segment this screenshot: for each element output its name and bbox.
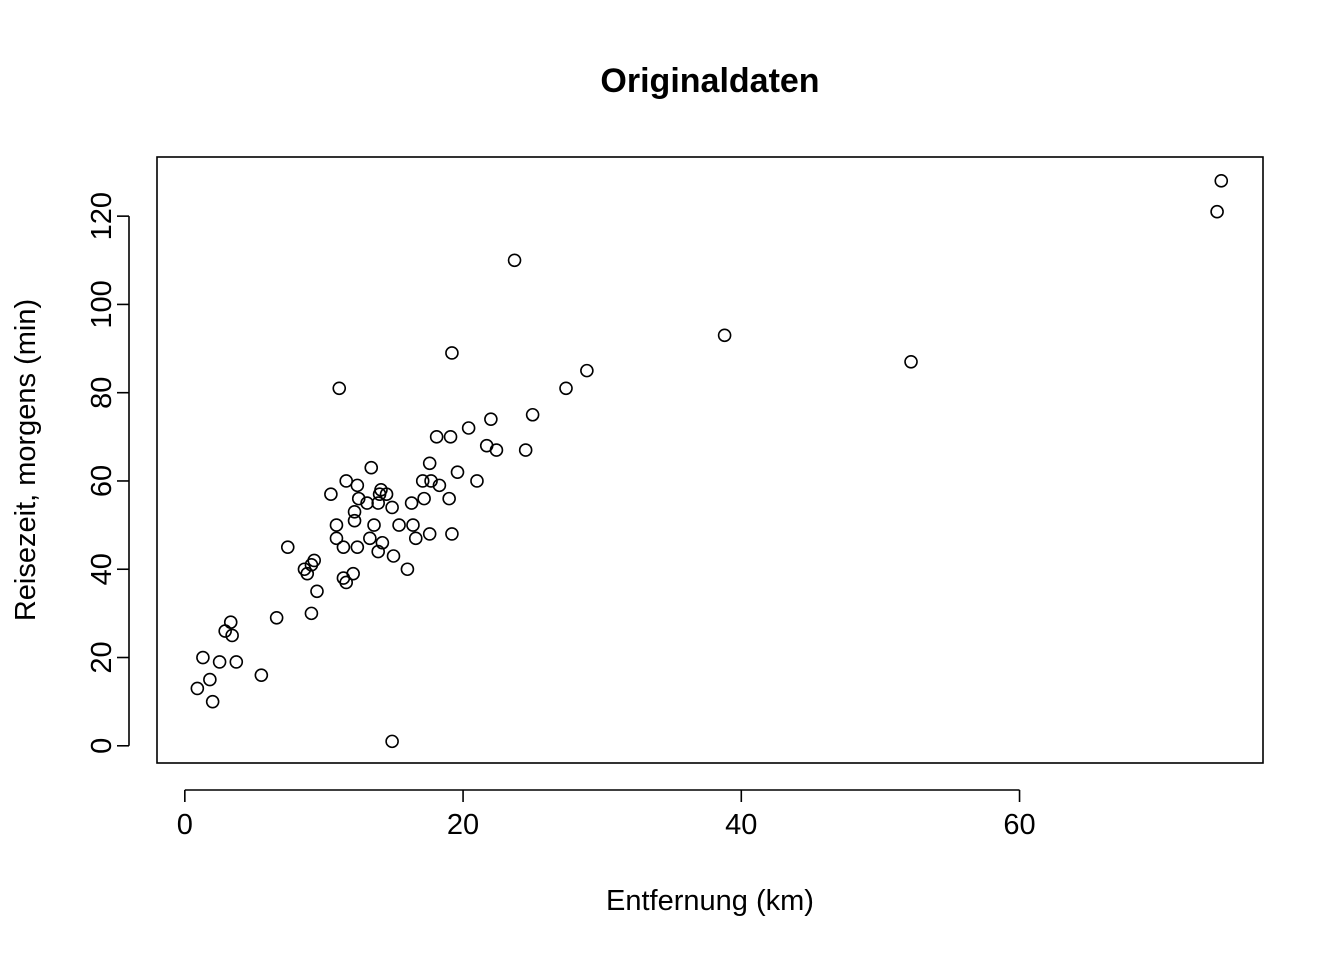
- data-point: [404, 496, 419, 510]
- data-point: [386, 549, 401, 563]
- x-tick-label: 0: [177, 809, 193, 841]
- x-tick-label: 60: [1003, 809, 1035, 841]
- data-point: [442, 491, 456, 506]
- data-point: [408, 531, 423, 546]
- data-point: [225, 628, 239, 643]
- data-point: [717, 328, 732, 343]
- data-point: [445, 346, 459, 360]
- data-point: [379, 487, 394, 502]
- data-point: [422, 456, 437, 471]
- data-point: [432, 478, 447, 493]
- data-point: [385, 734, 399, 749]
- y-tick-label: 100: [86, 280, 118, 328]
- data-point: [203, 672, 217, 687]
- data-point: [350, 540, 365, 554]
- data-point: [329, 518, 344, 532]
- data-point: [347, 513, 362, 528]
- chart-title: Originaldaten: [600, 62, 819, 100]
- data-point: [489, 443, 504, 457]
- data-point: [364, 460, 379, 475]
- y-tick-label: 0: [86, 738, 118, 754]
- data-point: [229, 655, 244, 669]
- y-tick-label: 40: [86, 553, 118, 585]
- data-point: [443, 430, 458, 444]
- data-point: [445, 527, 459, 541]
- data-point: [346, 566, 360, 581]
- data-point: [336, 540, 351, 554]
- data-point: [190, 681, 205, 696]
- data-point: [392, 518, 406, 532]
- data-point: [518, 443, 533, 457]
- data-point: [350, 478, 365, 493]
- x-axis: 0 20 40 60: [177, 789, 1036, 841]
- data-point: [329, 531, 344, 546]
- data-point: [424, 474, 438, 488]
- y-axis-label: Reisezeit, morgens (min): [10, 299, 42, 621]
- data-point: [280, 540, 295, 554]
- data-point: [525, 407, 540, 422]
- data-point: [385, 500, 399, 515]
- data-point: [196, 650, 210, 665]
- data-point: [205, 694, 220, 709]
- data-point: [371, 544, 386, 559]
- data-point: [304, 606, 319, 621]
- data-point: [371, 496, 386, 510]
- data-point: [363, 531, 377, 546]
- data-point: [450, 465, 465, 479]
- data-point: [351, 491, 366, 506]
- data-point: [1210, 204, 1224, 219]
- data-point: [332, 381, 347, 396]
- data-point: [212, 655, 227, 669]
- data-point: [347, 505, 362, 519]
- data-point: [415, 474, 430, 488]
- data-point: [1214, 174, 1229, 188]
- data-point: [367, 518, 381, 532]
- data-point: [417, 491, 431, 506]
- y-axis: 0 20 40 60 80 100 120: [86, 192, 130, 754]
- data-point: [300, 566, 315, 581]
- data-points: [190, 174, 1229, 749]
- data-point: [360, 496, 374, 510]
- data-point: [507, 253, 522, 268]
- data-point: [559, 381, 573, 396]
- x-axis-label: Entfernung (km): [606, 885, 814, 917]
- x-tick-label: 40: [725, 809, 757, 841]
- data-point: [254, 668, 269, 682]
- data-point: [400, 562, 415, 577]
- y-tick-label: 20: [86, 641, 118, 673]
- data-point: [484, 412, 498, 426]
- data-point: [310, 584, 324, 599]
- data-point: [580, 363, 594, 378]
- data-point: [307, 553, 322, 568]
- y-tick-label: 120: [86, 192, 118, 240]
- data-point: [470, 474, 484, 488]
- y-tick-label: 60: [86, 465, 118, 497]
- data-point: [429, 430, 444, 444]
- data-point: [904, 354, 918, 369]
- data-point: [324, 487, 338, 502]
- data-point: [339, 575, 354, 590]
- data-point: [223, 615, 238, 630]
- data-point: [461, 421, 476, 435]
- data-point: [339, 474, 354, 488]
- plot-frame: [156, 156, 1264, 764]
- x-tick-label: 20: [447, 809, 479, 841]
- data-point: [375, 535, 390, 550]
- data-point: [269, 610, 284, 625]
- y-tick-label: 80: [86, 377, 118, 409]
- data-point: [406, 518, 420, 532]
- data-point: [422, 527, 437, 541]
